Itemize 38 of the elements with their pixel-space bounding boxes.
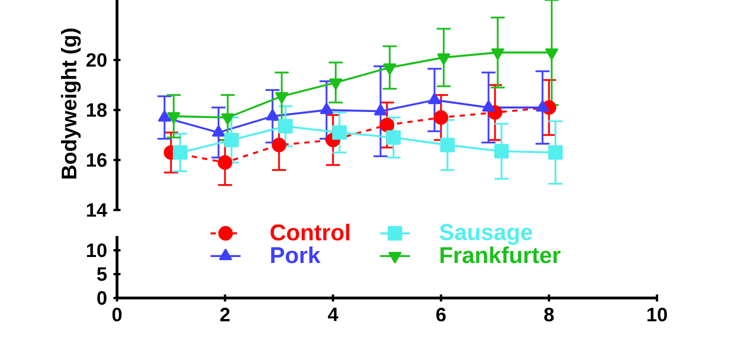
x-tick-label: 10 <box>647 308 667 322</box>
y-tick-label: 14 <box>86 203 108 217</box>
y-axis-title: Bodyweight (g) <box>61 28 81 178</box>
point <box>275 92 288 104</box>
point <box>491 48 504 60</box>
point <box>437 53 450 65</box>
legend-label: Frankfurter <box>440 246 561 264</box>
legend-label: Pork <box>271 246 320 264</box>
point <box>386 130 401 145</box>
point <box>278 118 293 134</box>
point <box>218 155 232 170</box>
y-tick-label: 18 <box>86 103 107 117</box>
y-tick-label: 5 <box>97 267 107 281</box>
point <box>329 78 342 90</box>
point <box>545 48 558 60</box>
point <box>548 145 563 160</box>
y-tick-label: 16 <box>86 153 107 167</box>
point <box>167 112 180 124</box>
point <box>224 132 239 148</box>
x-tick-label: 4 <box>328 308 338 322</box>
point <box>380 118 394 132</box>
point <box>434 110 448 125</box>
legend-label: Sausage <box>440 224 532 245</box>
y-tick-label: 20 <box>86 53 106 67</box>
y-tick-label: 10 <box>86 243 106 258</box>
point <box>440 138 455 152</box>
point <box>383 63 396 75</box>
legend-label: Control <box>270 224 350 241</box>
point <box>332 125 347 140</box>
x-tick-label: 0 <box>112 308 122 322</box>
point <box>272 138 286 152</box>
point <box>494 144 509 159</box>
y-tick-label: 0 <box>97 291 106 305</box>
point <box>221 113 234 125</box>
point <box>172 145 188 160</box>
x-tick-label: 6 <box>436 308 446 322</box>
x-tick-label: 8 <box>544 308 554 322</box>
x-tick-label: 2 <box>220 308 230 322</box>
